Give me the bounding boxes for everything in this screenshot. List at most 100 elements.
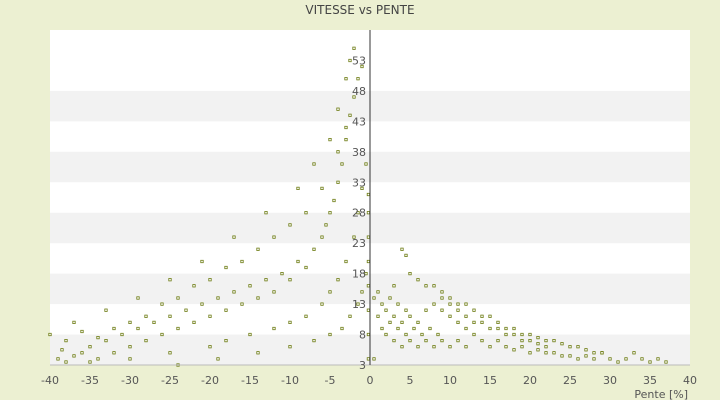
data-point (568, 354, 572, 358)
data-point (128, 345, 132, 349)
data-point (352, 235, 356, 239)
data-point (360, 64, 364, 69)
data-point (280, 271, 284, 276)
data-point (352, 95, 356, 99)
data-point (120, 332, 124, 337)
data-point (360, 186, 364, 190)
data-point (304, 211, 308, 215)
data-point (552, 338, 556, 343)
axis-lines (50, 30, 690, 366)
data-point (400, 345, 404, 349)
data-point (404, 253, 408, 257)
data-point (168, 314, 172, 318)
data-point (332, 198, 336, 203)
data-point (472, 308, 476, 312)
data-point (512, 348, 516, 352)
data-point (404, 308, 408, 312)
data-point (448, 296, 452, 300)
data-point (96, 335, 100, 340)
data-point (496, 338, 500, 343)
data-point (640, 357, 644, 361)
data-point (256, 296, 260, 300)
data-point (112, 326, 116, 331)
data-point (340, 162, 344, 166)
data-point (184, 308, 188, 312)
data-point (304, 314, 308, 318)
data-point (568, 345, 572, 349)
data-point (392, 338, 396, 343)
data-point (496, 320, 500, 325)
y-tick-label: 13 (352, 298, 366, 311)
data-point (80, 351, 84, 355)
data-point (356, 77, 360, 81)
data-point (440, 296, 444, 300)
data-point (384, 308, 388, 312)
data-point (544, 351, 548, 355)
data-point (416, 278, 420, 282)
data-point (536, 342, 540, 346)
data-point (232, 290, 236, 294)
data-point (488, 314, 492, 318)
data-point (366, 308, 371, 312)
x-tick-label: 30 (603, 374, 617, 387)
data-point (264, 278, 268, 282)
x-tick-label: -20 (201, 374, 219, 387)
data-point (364, 162, 368, 166)
data-point (104, 308, 108, 312)
data-point (72, 354, 76, 358)
data-point (372, 357, 376, 361)
data-point (404, 332, 408, 337)
data-point (472, 320, 476, 325)
data-point (112, 351, 116, 355)
data-point (64, 360, 68, 364)
data-point (312, 338, 316, 343)
x-axis-label: Pente [%] (634, 388, 688, 400)
data-point (336, 107, 340, 111)
data-point (224, 308, 228, 312)
data-point (376, 314, 380, 318)
data-point (464, 302, 468, 306)
data-point (464, 345, 468, 349)
data-point (372, 296, 376, 300)
data-point (366, 332, 371, 337)
data-point (456, 320, 460, 325)
data-point (592, 357, 596, 361)
data-point (208, 345, 212, 349)
x-tick-label: 5 (407, 374, 414, 387)
data-point (408, 271, 412, 276)
data-point (520, 338, 524, 343)
data-point (616, 360, 620, 364)
data-point (584, 354, 588, 358)
data-point (396, 302, 400, 306)
data-point (388, 296, 392, 300)
data-point (344, 125, 348, 130)
data-point (128, 357, 132, 361)
data-point (192, 284, 196, 288)
data-point (344, 137, 348, 142)
data-point (366, 211, 371, 215)
data-point (396, 326, 400, 331)
data-point (504, 326, 508, 331)
x-tick-label: 40 (683, 374, 697, 387)
x-axis-ticks: -40 -35 -30 -25 -20 -15 -10 -5 0 5 10 15 20 25 30 35 40 (41, 374, 697, 387)
data-point (420, 332, 424, 337)
data-point (168, 278, 172, 282)
y-tick-label: 3 (359, 359, 366, 372)
data-point (504, 332, 508, 337)
y-tick-label: 53 (352, 54, 366, 67)
data-point (440, 290, 444, 294)
data-point (408, 314, 412, 318)
data-point (400, 320, 404, 325)
data-point (344, 77, 348, 81)
data-point (348, 314, 352, 318)
data-point (560, 354, 564, 358)
data-point (264, 211, 268, 215)
data-point (512, 332, 516, 337)
data-point (104, 338, 108, 343)
x-tick-label: -40 (41, 374, 59, 387)
data-point (288, 320, 292, 325)
data-point (536, 335, 540, 340)
data-point (408, 338, 412, 343)
